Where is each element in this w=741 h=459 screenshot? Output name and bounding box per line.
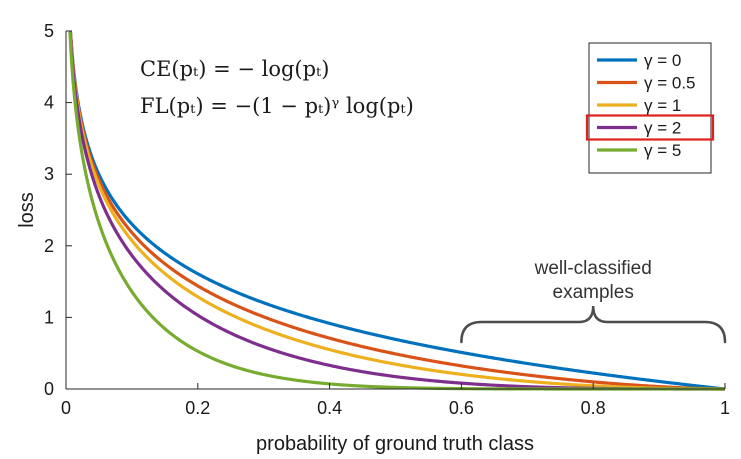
formula-ce: CE(pₜ) = − log(pₜ) bbox=[140, 57, 329, 81]
y-tick-label: 2 bbox=[44, 236, 54, 256]
annotation-line-2: examples bbox=[553, 282, 634, 303]
x-axis-label: probability of ground truth class bbox=[256, 433, 534, 455]
x-tick-label: 0.4 bbox=[317, 398, 342, 418]
legend-entry-label: γ = 5 bbox=[644, 141, 681, 160]
series-line-gamma-0-5 bbox=[68, 31, 726, 391]
x-tick-label: 0 bbox=[61, 398, 71, 418]
x-tick-label: 0.2 bbox=[185, 398, 210, 418]
y-tick-label: 3 bbox=[44, 164, 54, 184]
x-tick-label: 0.6 bbox=[449, 398, 474, 418]
legend-entry-label: γ = 0.5 bbox=[644, 74, 696, 93]
legend-entry-label: γ = 1 bbox=[644, 96, 681, 115]
series-line-gamma-0 bbox=[68, 31, 726, 391]
annotation-line-1: well-classified bbox=[534, 258, 652, 279]
legend: γ = 0 γ = 0.5 γ = 1 γ = 2 γ = 5 bbox=[585, 42, 715, 174]
y-tick-label: 5 bbox=[44, 21, 54, 41]
legend-entry-label: γ = 0 bbox=[644, 51, 681, 70]
x-tick-label: 1 bbox=[720, 398, 730, 418]
legend-highlight-box bbox=[585, 114, 715, 141]
series-line-gamma-1 bbox=[68, 31, 725, 391]
axes: 0 0.2 0.4 0.6 0.8 1 0 1 2 3 4 5 bbox=[44, 21, 730, 418]
y-tick-label: 0 bbox=[44, 379, 54, 399]
brace-annotation bbox=[460, 305, 727, 344]
y-axis-label: loss bbox=[16, 192, 38, 228]
formula-fl: FL(pₜ) = −(1 − pₜ)ᵞ log(pₜ) bbox=[140, 94, 414, 118]
legend-entry-label: γ = 2 bbox=[644, 119, 681, 138]
y-tick-label: 4 bbox=[44, 93, 54, 113]
x-tick-label: 0.8 bbox=[581, 398, 606, 418]
y-tick-label: 1 bbox=[44, 307, 54, 327]
annotation-group: well-classified examples bbox=[460, 258, 727, 344]
